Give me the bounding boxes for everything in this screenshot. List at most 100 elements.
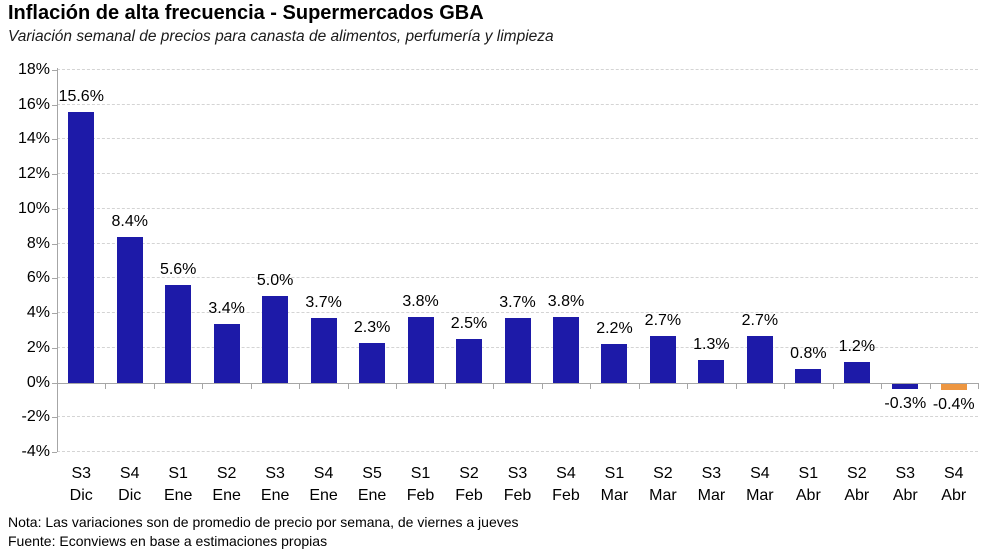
y-tick-label: 14% [17, 130, 50, 148]
y-axis-line [57, 68, 58, 452]
bar-value-label: 3.8% [402, 292, 439, 310]
x-axis-tick [153, 382, 155, 389]
x-axis-tick [638, 382, 640, 389]
y-axis-tick [52, 70, 57, 71]
x-axis-tick [735, 382, 737, 389]
y-tick-label: 0% [26, 373, 50, 391]
bar-value-label: 1.3% [693, 335, 730, 353]
bar-value-label: -0.3% [884, 394, 927, 412]
x-axis-tick [590, 382, 592, 389]
bar [601, 344, 628, 383]
gridline [57, 138, 978, 140]
gridline [57, 416, 978, 418]
y-tick-label: 16% [17, 95, 50, 113]
gridline [57, 207, 978, 209]
y-tick-label: 4% [26, 304, 50, 322]
y-axis-tick [52, 347, 57, 349]
bar [262, 295, 289, 383]
y-tick-label: 6% [26, 269, 50, 287]
bar-value-label: 15.6% [58, 87, 104, 105]
x-axis-tick [541, 382, 543, 389]
x-tick-label: S4 Ene [309, 465, 338, 504]
y-tick-label: 10% [17, 199, 50, 217]
x-tick-label: S3 Abr [892, 465, 918, 504]
page-subtitle: Variación semanal de precios para canast… [8, 28, 554, 45]
bar [310, 318, 337, 383]
bar-value-label: 2.3% [353, 318, 391, 336]
x-tick-label: S4 Mar [746, 465, 774, 504]
gridline [57, 451, 978, 452]
bar [213, 323, 240, 383]
bar-value-label: 2.7% [741, 311, 779, 329]
x-axis-tick [57, 382, 58, 389]
y-axis-tick [52, 208, 57, 210]
y-tick-label: -2% [21, 408, 50, 426]
x-axis-tick [978, 382, 979, 389]
x-tick-label: S2 Ene [212, 465, 241, 504]
bar [504, 318, 531, 383]
gridline [57, 103, 978, 105]
bar [456, 339, 483, 383]
bar [649, 335, 676, 383]
x-tick-label: S1 Feb [406, 465, 435, 504]
y-axis-tick [52, 174, 57, 176]
x-tick-label: S2 Mar [649, 465, 677, 504]
x-tick-label: S4 Abr [941, 465, 967, 504]
bar-value-label: 8.4% [111, 212, 148, 230]
bar-value-label: 3.4% [208, 299, 245, 317]
x-axis-tick [396, 382, 398, 389]
bar-value-label: 2.7% [644, 311, 682, 329]
bar-value-label: 0.8% [790, 344, 827, 362]
y-axis-tick [52, 243, 57, 245]
bar [698, 359, 725, 383]
bar [795, 368, 822, 383]
y-tick-label: -4% [21, 443, 50, 460]
x-tick-label: S4 Feb [552, 465, 580, 504]
bar [940, 383, 967, 391]
x-axis-tick [929, 382, 931, 389]
x-axis-line [57, 382, 978, 384]
gridline [57, 277, 978, 279]
x-tick-label: S1 Mar [600, 465, 629, 504]
y-axis-tick [52, 313, 57, 315]
y-tick-label: 18% [17, 61, 50, 78]
x-tick-label: S3 Ene [260, 465, 290, 504]
x-tick-label: S3 Feb [503, 465, 532, 504]
bar [407, 316, 434, 383]
x-axis-tick [444, 382, 446, 389]
x-axis-tick [105, 382, 107, 389]
bar-value-label: 2.2% [596, 320, 633, 338]
bar [165, 285, 192, 383]
y-axis-tick [52, 139, 57, 141]
y-axis-tick [52, 382, 57, 384]
bar [552, 316, 579, 383]
x-axis-tick [347, 382, 349, 389]
bar-value-label: 3.7% [305, 294, 342, 312]
page-title: Inflación de alta frecuencia - Supermerc… [8, 2, 484, 24]
bar-value-label: 5.0% [256, 271, 294, 289]
chart-note: Nota: Las variaciones son de promedio de… [8, 514, 519, 530]
y-axis-tick [52, 417, 57, 419]
y-tick-label: 8% [26, 234, 50, 252]
bar [746, 335, 773, 383]
gridline [57, 312, 978, 314]
x-tick-label: S2 Feb [455, 465, 483, 504]
bar [68, 111, 95, 383]
x-axis-tick [784, 382, 786, 389]
x-tick-label: S1 Ene [163, 465, 193, 504]
bar-value-label: 3.7% [499, 294, 536, 312]
gridline [57, 69, 978, 70]
x-axis-tick [202, 382, 204, 389]
x-tick-label: S1 Abr [795, 465, 821, 504]
bar-value-label: -0.4% [932, 396, 975, 414]
bar [892, 383, 919, 389]
x-axis-tick [881, 382, 883, 389]
bar [359, 342, 386, 383]
gridline [57, 242, 978, 244]
y-axis-tick [52, 278, 57, 280]
x-tick-label: S4 Dic [118, 465, 142, 504]
y-tick-label: 2% [26, 338, 50, 356]
y-tick-label: 12% [17, 165, 50, 183]
